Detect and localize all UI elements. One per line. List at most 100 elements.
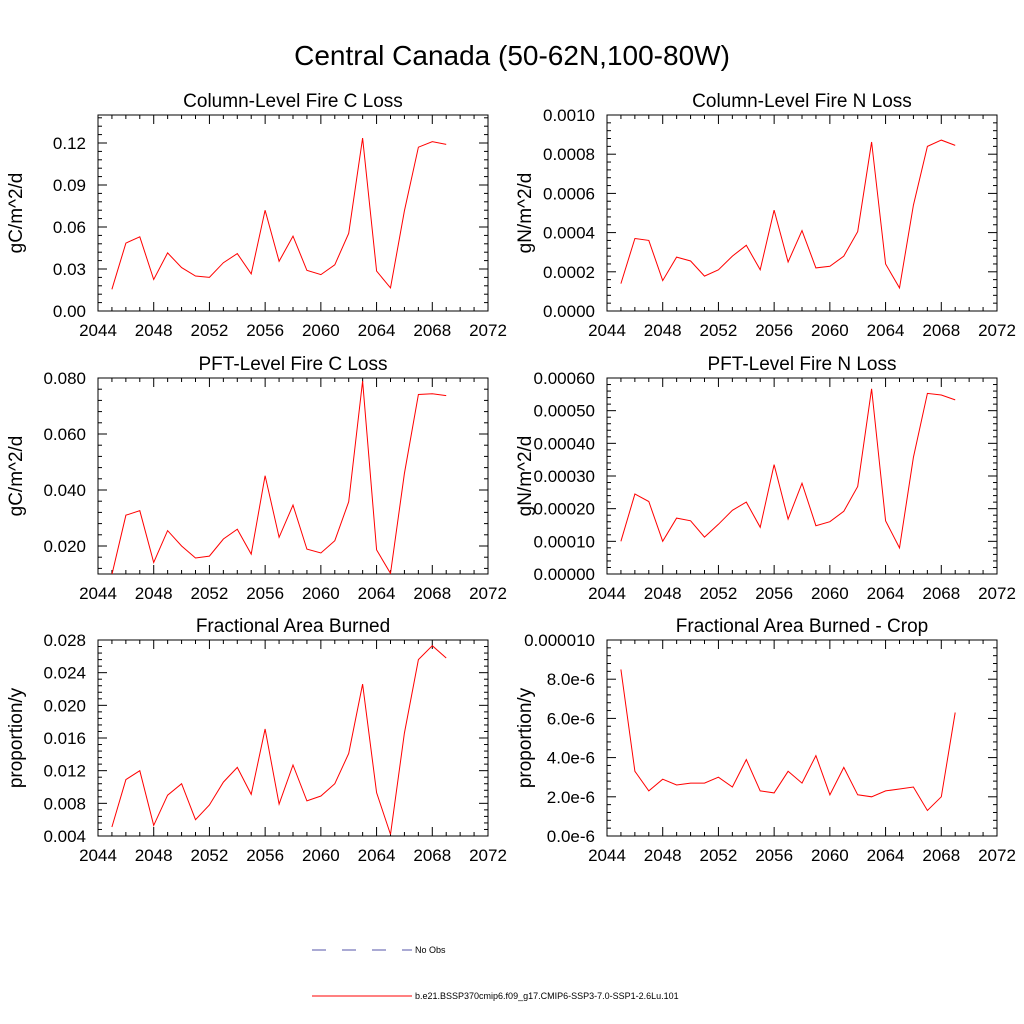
y-tick-label: 0.09 (53, 176, 86, 195)
y-tick-label: 0.060 (43, 425, 86, 444)
y-tick-label: 0.00000 (534, 565, 595, 584)
series-line (111, 645, 447, 835)
x-tick-label: 2044 (588, 321, 626, 340)
x-tick-label: 2060 (811, 846, 849, 865)
x-tick-label: 2048 (644, 846, 682, 865)
plot-frame (97, 377, 489, 575)
y-tick-label: 0.00 (53, 302, 86, 321)
legend-label: No Obs (415, 945, 446, 955)
x-tick-label: 2072 (469, 584, 507, 603)
y-tick-label: 0.0e-6 (547, 827, 595, 846)
x-tick-label: 2068 (413, 846, 451, 865)
y-axis-label: gN/m^2/d (515, 173, 536, 254)
chart-panel-3: PFT-Level Fire C Loss gC/m^2/d 2044 2048 205… (6, 354, 507, 603)
x-tick-label: 2072 (469, 846, 507, 865)
x-tick-label: 2068 (413, 584, 451, 603)
x-tick-label: 2060 (302, 321, 340, 340)
x-tick-label: 2064 (867, 846, 905, 865)
x-tick-label: 2052 (191, 321, 229, 340)
x-tick-label: 2048 (644, 321, 682, 340)
y-tick-label: 0.016 (43, 729, 86, 748)
y-tick-label: 0.0010 (543, 106, 595, 125)
x-tick-label: 2064 (867, 321, 905, 340)
x-tick-label: 2048 (135, 584, 173, 603)
y-tick-label: 0.028 (43, 631, 86, 650)
chart-panel-4: PFT-Level Fire N Loss gN/m^2/d 2044 2048 205… (515, 354, 1016, 603)
y-tick-label: 0.012 (43, 762, 86, 781)
x-tick-label: 2056 (755, 584, 793, 603)
y-tick-label: 8.0e-6 (547, 670, 595, 689)
x-tick-label: 2060 (302, 584, 340, 603)
x-tick-label: 2048 (644, 584, 682, 603)
legend-label: b.e21.BSSP370cmip6.f09_g17.CMIP6-SSP3-7.… (415, 991, 679, 1001)
panel-title: PFT-Level Fire C Loss (199, 354, 388, 375)
y-tick-label: 0.0002 (543, 263, 595, 282)
chart-panel-6: Fractional Area Burned - Crop proportion/… (515, 616, 1016, 865)
x-tick-label: 2044 (588, 584, 626, 603)
x-tick-label: 2052 (191, 584, 229, 603)
y-axis-label: proportion/y (515, 687, 536, 788)
x-tick-label: 2044 (79, 846, 117, 865)
series-line (620, 139, 956, 290)
x-tick-label: 2068 (922, 321, 960, 340)
x-tick-label: 2068 (413, 321, 451, 340)
y-tick-label: 0.06 (53, 218, 86, 237)
panel-title: Column-Level Fire C Loss (183, 91, 403, 112)
x-tick-label: 2072 (469, 321, 507, 340)
x-tick-label: 2044 (79, 584, 117, 603)
y-tick-label: 0.00040 (534, 434, 595, 453)
y-tick-label: 0.00030 (534, 467, 595, 486)
figure-title: Central Canada (50-62N,100-80W) (294, 40, 730, 71)
x-tick-label: 2072 (978, 321, 1016, 340)
x-tick-label: 2064 (358, 584, 396, 603)
y-axis-label: gN/m^2/d (515, 436, 536, 517)
x-tick-label: 2056 (246, 846, 284, 865)
y-tick-label: 0.080 (43, 369, 86, 388)
plot-frame (606, 377, 998, 575)
x-tick-label: 2056 (755, 846, 793, 865)
legend: No Obs b.e21.BSSP370cmip6.f09_g17.CMIP6-S… (312, 945, 679, 1001)
series-line (620, 388, 956, 550)
panel-title: PFT-Level Fire N Loss (708, 354, 897, 375)
x-tick-label: 2072 (978, 846, 1016, 865)
y-axis-label: gC/m^2/d (6, 173, 27, 254)
chart-panel-1: Column-Level Fire C Loss gC/m^2/d 2044 2048… (6, 91, 507, 340)
y-tick-label: 0.000010 (524, 631, 595, 650)
y-tick-label: 0.004 (43, 827, 86, 846)
x-tick-label: 2048 (135, 321, 173, 340)
x-tick-label: 2064 (358, 846, 396, 865)
y-tick-label: 0.0006 (543, 184, 595, 203)
y-tick-label: 0.020 (43, 696, 86, 715)
x-tick-label: 2072 (978, 584, 1016, 603)
plot-frame (97, 114, 489, 312)
x-tick-label: 2052 (191, 846, 229, 865)
x-tick-label: 2056 (246, 584, 284, 603)
series-line (620, 669, 956, 812)
x-tick-label: 2064 (358, 321, 396, 340)
x-tick-label: 2064 (867, 584, 905, 603)
plot-frame (606, 114, 998, 312)
y-tick-label: 0.0008 (543, 145, 595, 164)
y-tick-label: 0.024 (43, 664, 86, 683)
y-tick-label: 0.00060 (534, 369, 595, 388)
x-tick-label: 2068 (922, 846, 960, 865)
y-tick-label: 0.0004 (543, 224, 595, 243)
x-tick-label: 2060 (811, 584, 849, 603)
y-tick-label: 6.0e-6 (547, 709, 595, 728)
x-tick-label: 2048 (135, 846, 173, 865)
x-tick-label: 2056 (755, 321, 793, 340)
x-tick-label: 2052 (700, 846, 738, 865)
x-tick-label: 2068 (922, 584, 960, 603)
series-line (111, 138, 447, 290)
x-tick-label: 2052 (700, 584, 738, 603)
y-tick-label: 4.0e-6 (547, 749, 595, 768)
y-axis-label: proportion/y (6, 687, 27, 788)
y-axis-label: gC/m^2/d (6, 436, 27, 517)
panel-title: Fractional Area Burned - Crop (676, 616, 928, 637)
x-tick-label: 2044 (79, 321, 117, 340)
y-tick-label: 0.040 (43, 481, 86, 500)
x-tick-label: 2060 (302, 846, 340, 865)
plot-frame (606, 639, 998, 837)
